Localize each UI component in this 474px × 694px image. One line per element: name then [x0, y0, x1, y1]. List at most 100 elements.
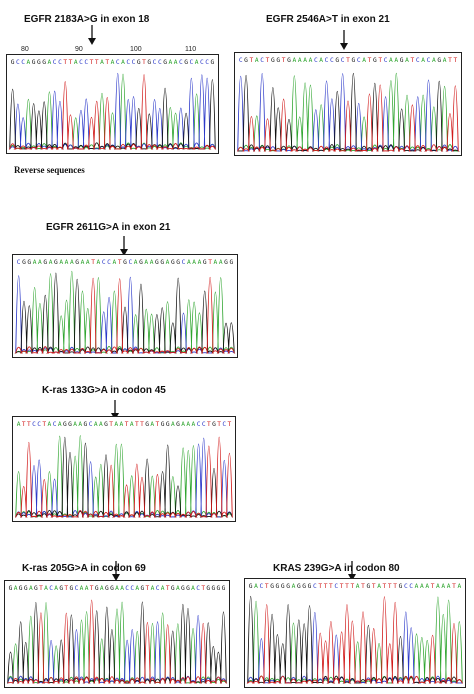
base-call: T — [318, 583, 322, 590]
base-call: A — [144, 259, 148, 266]
base-call: T — [350, 583, 354, 590]
trace-T — [246, 596, 463, 684]
base-call: G — [137, 59, 141, 66]
base-call: C — [132, 59, 136, 66]
base-call: C — [205, 59, 209, 66]
base-call: C — [16, 59, 20, 66]
base-call: A — [161, 585, 165, 592]
mutation-arrow-icon — [88, 25, 96, 45]
base-call: G — [27, 259, 31, 266]
base-call: T — [105, 59, 109, 66]
base-call: G — [22, 259, 26, 266]
base-call: T — [368, 57, 372, 64]
base-call: A — [168, 59, 172, 66]
base-call: T — [90, 59, 94, 66]
base-call: G — [43, 259, 47, 266]
base-call: A — [97, 259, 101, 266]
base-call: A — [319, 57, 323, 64]
base-call: A — [425, 583, 429, 590]
base-call: T — [142, 59, 146, 66]
base-call: C — [330, 57, 334, 64]
panel-title-kras-205: K-ras 205G>A in codon 69 — [22, 563, 146, 574]
base-call: G — [161, 421, 165, 428]
base-call: G — [104, 421, 108, 428]
trace-A — [15, 435, 233, 518]
base-call: G — [75, 259, 79, 266]
base-call: A — [166, 259, 170, 266]
base-call: C — [89, 421, 93, 428]
trace-T — [9, 74, 217, 150]
base-call: T — [90, 585, 94, 592]
base-call: A — [420, 583, 424, 590]
ruler-label: 90 — [75, 46, 83, 53]
trace-G — [9, 79, 216, 150]
base-call: A — [17, 421, 21, 428]
base-call: G — [302, 583, 306, 590]
base-call: G — [171, 585, 175, 592]
base-call: A — [49, 259, 53, 266]
base-call: T — [64, 585, 68, 592]
base-call: A — [65, 259, 69, 266]
base-call: A — [457, 583, 461, 590]
base-call: A — [187, 259, 191, 266]
base-call: A — [176, 585, 180, 592]
base-call: T — [329, 583, 333, 590]
base-call: T — [166, 585, 170, 592]
base-call: T — [22, 421, 26, 428]
base-call: A — [362, 57, 366, 64]
base-call: G — [63, 421, 67, 428]
base-call: A — [85, 585, 89, 592]
base-call: G — [373, 57, 377, 64]
base-call: C — [260, 583, 264, 590]
base-call: G — [308, 583, 312, 590]
base-call: C — [102, 259, 106, 266]
base-call: G — [163, 59, 167, 66]
base-call: T — [411, 57, 415, 64]
base-call: G — [139, 259, 143, 266]
base-call: A — [214, 259, 218, 266]
trace-T — [237, 84, 459, 152]
base-call: T — [282, 57, 286, 64]
base-call: C — [325, 57, 329, 64]
base-call: A — [48, 421, 52, 428]
base-call: T — [448, 57, 452, 64]
reverse-sequences-label: Reverse sequences — [14, 165, 85, 175]
panel-title-kras-133: K-ras 133G>A in codon 45 — [42, 385, 166, 396]
mutation-arrow-icon — [120, 236, 128, 256]
base-call: C — [158, 59, 162, 66]
base-call: A — [198, 259, 202, 266]
base-call: G — [32, 59, 36, 66]
base-call: A — [78, 421, 82, 428]
base-call: G — [19, 585, 23, 592]
base-call: G — [437, 57, 441, 64]
base-call: A — [58, 421, 62, 428]
trace-C — [7, 614, 227, 684]
base-call: C — [384, 57, 388, 64]
base-call: C — [260, 57, 264, 64]
base-call: A — [389, 57, 393, 64]
base-call: G — [217, 585, 221, 592]
base-call: A — [436, 583, 440, 590]
base-call: C — [21, 59, 25, 66]
base-call: T — [63, 59, 67, 66]
base-call: C — [130, 585, 134, 592]
panel-title-kras-239: KRAS 239G>A in codon 80 — [273, 563, 400, 574]
base-call: C — [404, 583, 408, 590]
base-call: A — [99, 421, 103, 428]
panel-title-egfr-2183: EGFR 2183A>G in exon 18 — [24, 14, 150, 25]
base-call: G — [176, 259, 180, 266]
base-call: A — [150, 421, 154, 428]
base-call: A — [255, 57, 259, 64]
base-call: T — [42, 421, 46, 428]
base-call: A — [86, 259, 90, 266]
base-call: T — [146, 585, 150, 592]
base-call: C — [357, 57, 361, 64]
trace-A — [9, 73, 216, 150]
base-call: C — [179, 59, 183, 66]
base-call: C — [197, 421, 201, 428]
base-call: G — [186, 585, 190, 592]
panel-title-egfr-2546: EGFR 2546A>T in exon 21 — [266, 14, 390, 25]
base-call: C — [153, 59, 157, 66]
